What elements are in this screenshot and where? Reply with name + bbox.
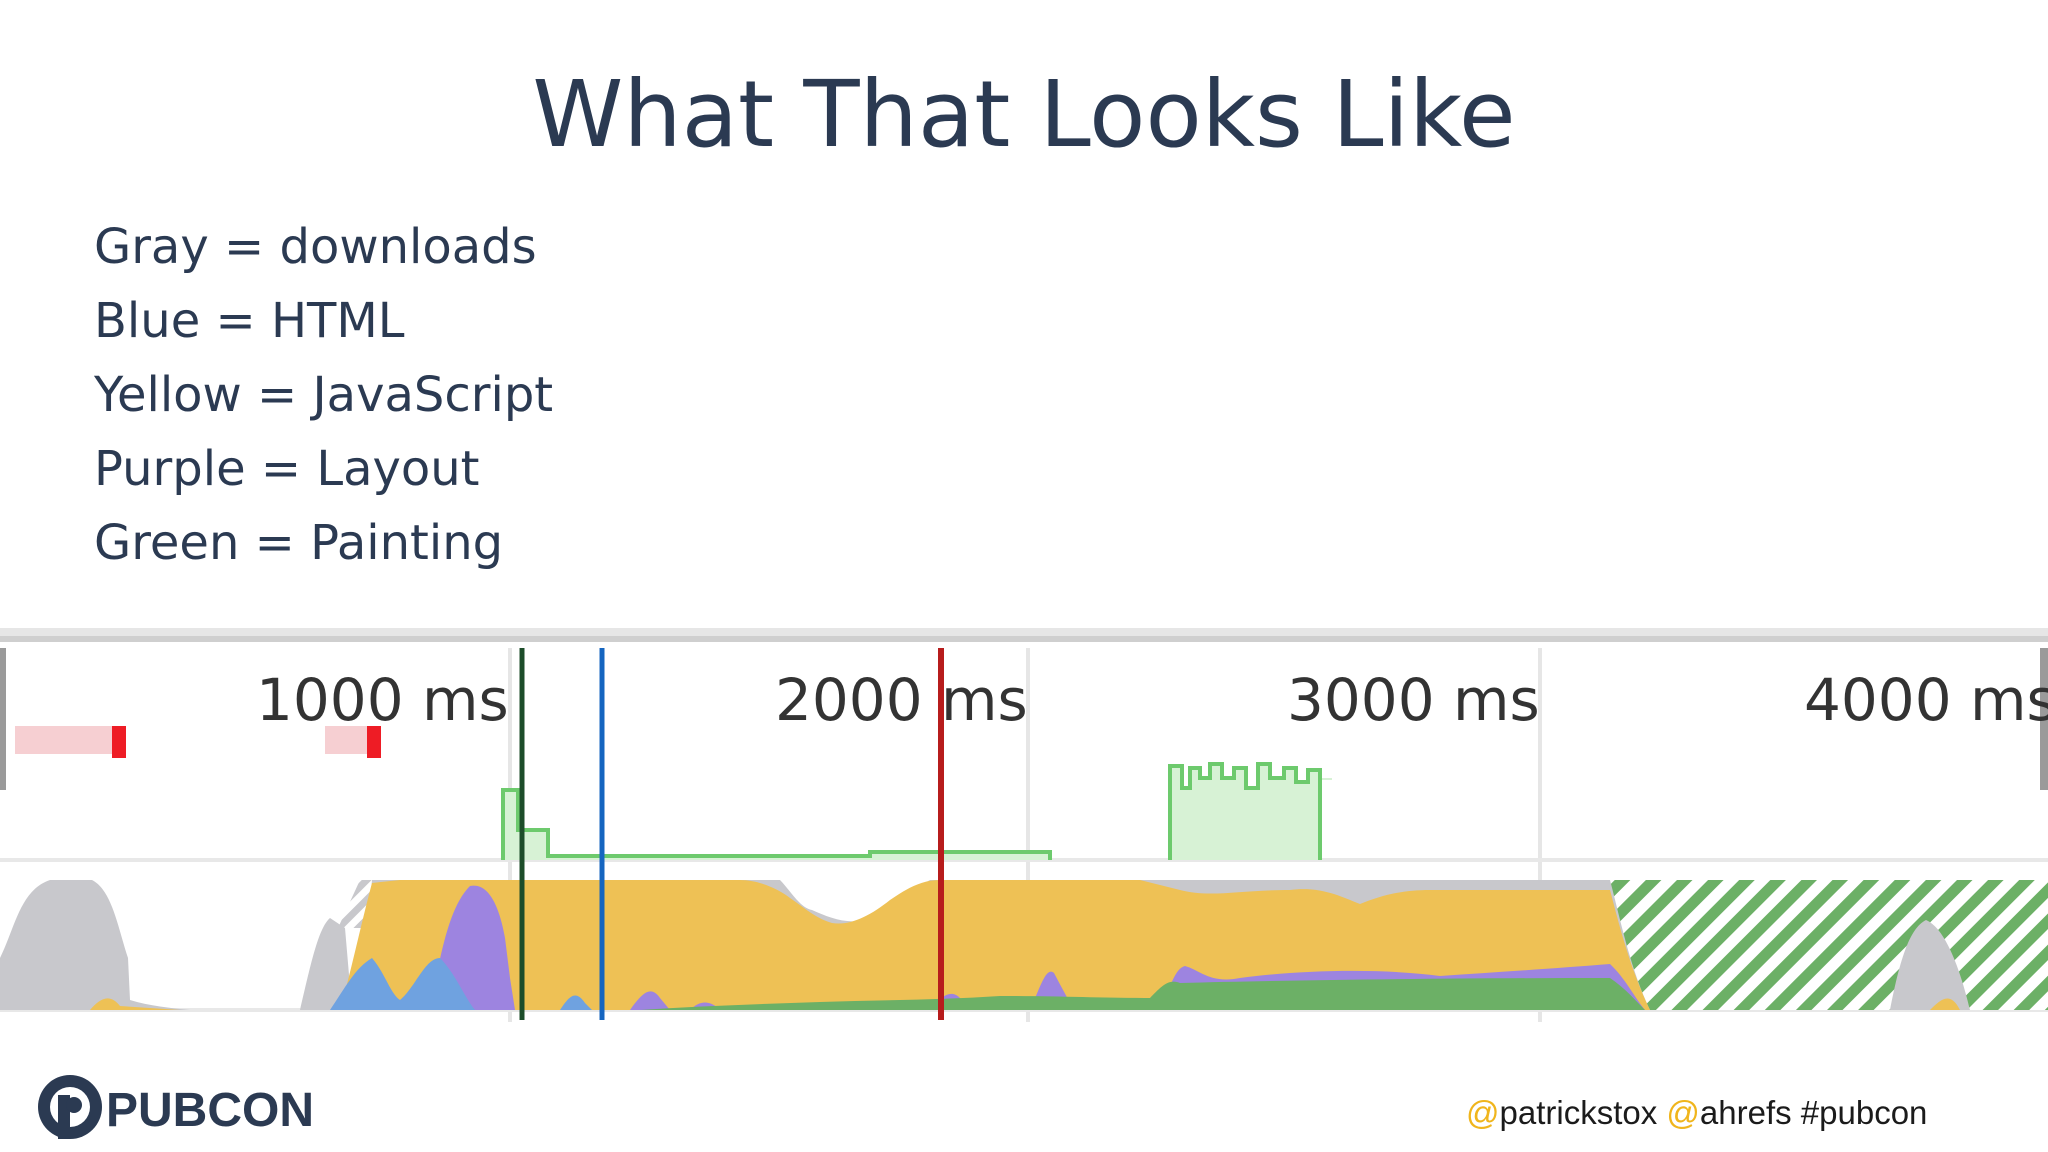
cpu-layout — [430, 885, 1645, 1010]
timeline-graphics — [0, 648, 2048, 1022]
frames-outline — [501, 762, 1322, 860]
performance-timeline[interactable]: 1000 ms 2000 ms 3000 ms 4000 ms — [0, 628, 2048, 1022]
handle-2-at: @ — [1666, 1094, 1700, 1131]
timeline-left-edge — [0, 648, 6, 790]
frames-fill — [503, 764, 1332, 860]
tick-label-4000: 4000 ms — [1804, 666, 2048, 734]
long-task-red-tip-2 — [367, 726, 381, 758]
legend-list: Gray = downloads Blue = HTML Yellow = Ja… — [94, 210, 553, 580]
handle-2: ahrefs — [1699, 1094, 1792, 1131]
timeline-right-edge — [2040, 648, 2048, 790]
legend-item-javascript: Yellow = JavaScript — [94, 367, 554, 423]
pubcon-logo-icon — [38, 1075, 102, 1139]
legend-item-layout: Purple = Layout — [94, 441, 480, 497]
cpu-html — [330, 958, 592, 1010]
legend-item-painting: Green = Painting — [94, 515, 504, 571]
timeline-top-border — [0, 628, 2048, 642]
long-task-bar-2[interactable] — [325, 726, 373, 754]
handle-1-at: @ — [1466, 1094, 1500, 1131]
handle-1: patrickstox — [1499, 1094, 1658, 1131]
legend-item-downloads: Gray = downloads — [94, 219, 537, 275]
long-task-bar-1[interactable] — [15, 726, 117, 754]
hashtag: #pubcon — [1800, 1094, 1928, 1131]
idle-hatch-right — [1610, 880, 2048, 1010]
cpu-painting — [640, 978, 1645, 1010]
gray-hatch — [338, 880, 372, 928]
slide-title: What That Looks Like — [532, 61, 1516, 168]
legend-item-html: Blue = HTML — [94, 293, 405, 349]
pubcon-logo-text: PUBCON — [106, 1084, 315, 1137]
tick-label-1000: 1000 ms — [256, 666, 509, 734]
long-task-red-tip-1 — [112, 726, 126, 758]
social-handles: @patrickstox @ahrefs #pubcon — [1466, 1094, 1927, 1132]
tick-label-3000: 3000 ms — [1287, 666, 1540, 734]
tick-label-2000: 2000 ms — [775, 666, 1028, 734]
